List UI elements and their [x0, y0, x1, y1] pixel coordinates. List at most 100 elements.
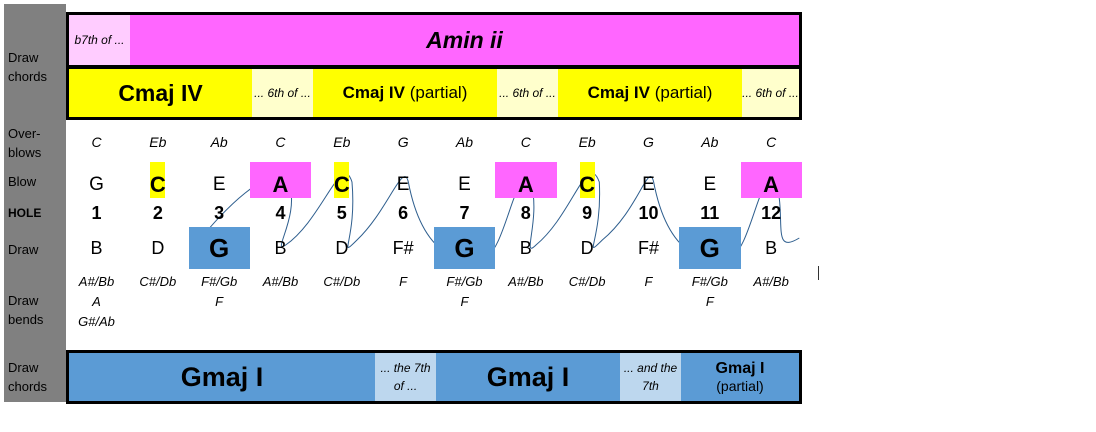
draw-note: D — [151, 238, 165, 258]
blow-note: C — [579, 172, 596, 197]
blow-chord-band-top: b7th of ... Amin ii — [66, 12, 802, 68]
text-cursor — [818, 266, 819, 280]
label-overblows: Over-blows — [8, 126, 42, 160]
blow-highlight-pink — [495, 162, 557, 198]
blow-note: E — [396, 174, 410, 195]
draw-bend-note: A — [92, 294, 101, 309]
blow-note: A — [517, 172, 534, 197]
draw-bend-note: F — [705, 294, 714, 309]
sixth-note-1: ... 6th of ... — [252, 69, 313, 117]
draw-bend-group: C#/Db — [127, 272, 188, 292]
hole-number: 9 — [582, 203, 593, 223]
draw-note: D — [335, 238, 349, 258]
overblow-note: Eb — [149, 134, 167, 150]
cmaj-iv-partial-2: Cmaj IV (partial) — [313, 69, 497, 117]
draw-bend-note: G#/Ab — [78, 314, 115, 329]
seventh-note-2: ... and the 7th — [620, 353, 681, 401]
draw-bend-group: F — [618, 272, 679, 292]
draw-bend-group: F#/Gb F — [679, 272, 740, 312]
blow-highlight-yellow — [579, 162, 595, 198]
overblow-note: Ab — [701, 134, 719, 150]
draw-bend-group: F#/Gb F — [189, 272, 250, 312]
harmonica-note-grid: C G 1 B A#/Bb A G#/Ab Eb C 2 D C#/Db Ab E 3 G F#/Gb F C A 4 B… — [66, 120, 802, 350]
sixth-note-3: ... 6th of ... — [742, 69, 799, 117]
draw-bend-group: C#/Db — [311, 272, 372, 292]
label-draw-bends: Draw bends — [8, 293, 44, 327]
draw-note: B — [90, 238, 103, 258]
draw-bend-note: F — [399, 274, 408, 289]
cmaj-iv-chord-2: Cmaj IV — [342, 83, 405, 102]
hole-number: 5 — [336, 203, 347, 223]
draw-bend-note: A#/Bb — [262, 274, 299, 289]
draw-note: B — [765, 238, 778, 258]
draw-bend-note: A#/Bb — [753, 274, 789, 289]
overblow-note: Eb — [578, 134, 596, 150]
blow-note: A — [272, 172, 289, 197]
blow-highlight-pink — [740, 162, 802, 198]
blow-note: E — [703, 174, 717, 195]
partial-label-bottom: (partial) — [716, 378, 764, 394]
blow-note: E — [642, 174, 655, 195]
draw-bend-note: C#/Db — [323, 274, 361, 289]
draw-bend-note: A#/Bb — [78, 274, 115, 289]
draw-bend-group: A#/Bb — [495, 272, 556, 292]
blow-highlight-yellow — [150, 162, 166, 198]
draw-bend-note: F — [460, 294, 469, 309]
draw-bend-note: C#/Db — [568, 274, 606, 289]
draw-note: D — [580, 238, 594, 258]
hole-number: 1 — [91, 203, 102, 223]
blow-highlight-pink — [249, 162, 312, 198]
amin-ii-chord: Amin ii — [426, 26, 503, 53]
label-draw-chords-bottom: Draw chords — [8, 360, 48, 394]
draw-bend-note: F#/Gb — [446, 274, 483, 289]
partial-label-2: (partial) — [409, 83, 468, 102]
blow-chord-band-mid: Cmaj IV ... 6th of ... Cmaj IV (partial)… — [66, 66, 802, 120]
draw-bend-group: C#/Db — [557, 272, 618, 292]
cmaj-iv-chord-3: Cmaj IV — [587, 83, 650, 102]
partial-label-3: (partial) — [654, 83, 713, 102]
draw-note: F# — [637, 238, 659, 258]
overblow-note: C — [91, 134, 102, 150]
draw-chord-band-bottom: Gmaj I ... the 7th of ... Gmaj I ... and… — [66, 350, 802, 404]
draw-note: B — [519, 238, 532, 258]
blow-note: C — [333, 172, 350, 197]
draw-bend-note: F#/Gb — [691, 274, 728, 289]
overblow-note: Eb — [333, 134, 351, 150]
gmaj-i-chord-3: Gmaj I — [715, 360, 765, 377]
label-blow: Blow — [8, 174, 37, 189]
gmaj-i-partial-3: Gmaj I (partial) — [681, 353, 799, 401]
overblow-note: C — [520, 134, 531, 150]
draw-highlight-blue — [433, 227, 496, 269]
overblow-note: G — [643, 134, 654, 150]
overblow-note: C — [766, 134, 777, 150]
hole-number: 10 — [638, 203, 659, 223]
draw-bend-note: F — [644, 274, 653, 289]
row-label-sidebar: Draw chords Over-blows Blow HOLE Draw Dr… — [4, 4, 66, 402]
overblow-note: G — [397, 134, 409, 150]
draw-bend-group: A#/Bb A G#/Ab — [66, 272, 127, 332]
draw-note: F# — [392, 238, 414, 258]
draw-bend-group: A#/Bb — [250, 272, 311, 292]
gmaj-i-chord-1: Gmaj I — [180, 361, 264, 392]
draw-note: G — [454, 233, 475, 263]
draw-bend-note: A#/Bb — [508, 274, 544, 289]
draw-bend-group: F#/Gb F — [434, 272, 495, 312]
cmaj-iv-partial-3: Cmaj IV (partial) — [558, 69, 742, 117]
sixth-note-2: ... 6th of ... — [497, 69, 558, 117]
draw-note: B — [274, 238, 287, 258]
label-draw-chords-top: Draw chords — [8, 50, 48, 84]
draw-note: G — [699, 233, 720, 263]
seventh-note-1: ... the 7th of ... — [375, 353, 436, 401]
blow-note: E — [212, 174, 226, 195]
hole-number: 6 — [398, 203, 409, 223]
label-draw: Draw — [8, 242, 39, 257]
blow-note: C — [149, 172, 166, 197]
gmaj-i-chord-2: Gmaj I — [486, 361, 570, 392]
draw-bend-note: C#/Db — [139, 274, 177, 289]
hole-number: 8 — [520, 203, 531, 223]
draw-highlight-blue — [188, 227, 250, 269]
blow-note: G — [89, 174, 104, 195]
hole-number: 12 — [761, 203, 782, 223]
draw-bend-group: A#/Bb — [741, 272, 802, 292]
draw-bend-note: F#/Gb — [201, 274, 238, 289]
